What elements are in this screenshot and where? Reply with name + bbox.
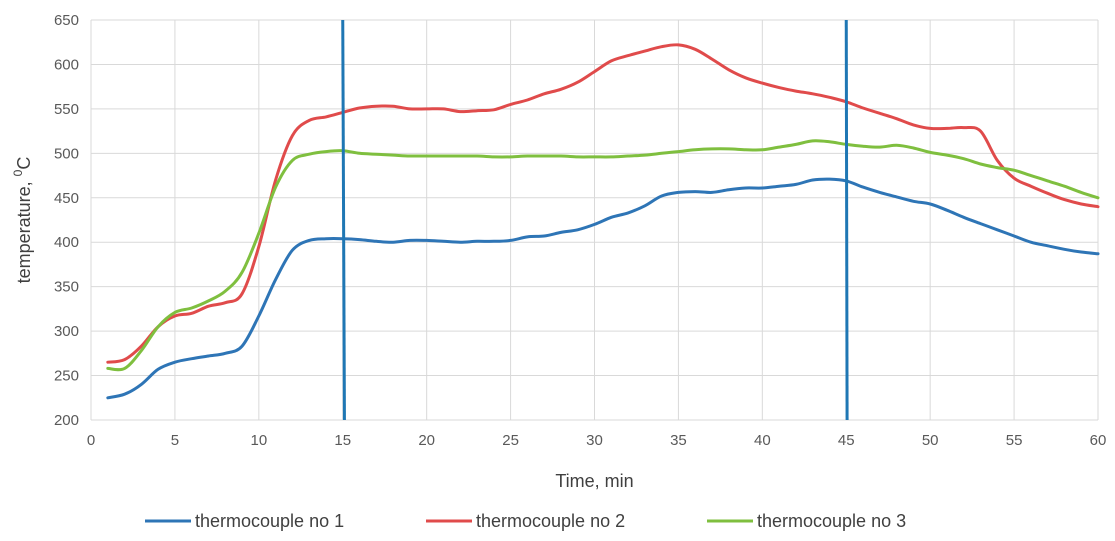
y-tick-label: 300 (54, 323, 79, 340)
y-axis-title-main: temperature, (14, 176, 34, 283)
x-tick-label: 30 (586, 432, 603, 449)
y-tick-label: 200 (54, 412, 79, 429)
vertical-markers (341, 19, 849, 421)
y-axis-title-unit: C (14, 157, 34, 170)
x-axis-title: Time, min (555, 471, 633, 491)
x-tick-label: 40 (754, 432, 771, 449)
legend: thermocouple no 1 thermocouple no 2 thermo… (145, 511, 906, 531)
grid (90, 19, 1099, 421)
x-tick-label: 55 (1006, 432, 1023, 449)
vertical-marker-1 (341, 19, 346, 421)
plot-area (106, 43, 1100, 400)
x-tick-label: 20 (418, 432, 435, 449)
x-tick-label: 15 (334, 432, 351, 449)
x-tick-label: 10 (250, 432, 267, 449)
x-tick-label: 50 (922, 432, 939, 449)
y-tick-label: 250 (54, 368, 79, 385)
x-tick-label: 0 (87, 432, 95, 449)
x-tick-label: 35 (670, 432, 687, 449)
legend-label-thermocouple-2: thermocouple no 2 (476, 511, 625, 531)
series-line-thermocouple-3 (106, 139, 1100, 372)
x-tick-label: 60 (1090, 432, 1107, 449)
y-tick-label: 450 (54, 190, 79, 207)
x-tick-label: 25 (502, 432, 519, 449)
axis-ticks: 200 250 300 350 400 450 500 550 600 650 0 5 10 15 20 25… (54, 12, 1106, 449)
vertical-marker-2 (844, 19, 849, 421)
series-line-thermocouple-1 (106, 177, 1100, 400)
y-tick-label: 500 (54, 145, 79, 162)
x-tick-label: 5 (171, 432, 179, 449)
legend-label-thermocouple-1: thermocouple no 1 (195, 511, 344, 531)
y-tick-label: 550 (54, 101, 79, 118)
legend-label-thermocouple-3: thermocouple no 3 (757, 511, 906, 531)
y-tick-label: 400 (54, 234, 79, 251)
y-axis-title-superscript: 0 (11, 169, 25, 176)
series-line-thermocouple-2 (106, 43, 1100, 364)
y-tick-label: 650 (54, 12, 79, 29)
y-tick-label: 600 (54, 56, 79, 73)
x-tick-label: 45 (838, 432, 855, 449)
y-tick-label: 350 (54, 279, 79, 296)
y-axis-title: temperature, 0C (11, 157, 34, 284)
